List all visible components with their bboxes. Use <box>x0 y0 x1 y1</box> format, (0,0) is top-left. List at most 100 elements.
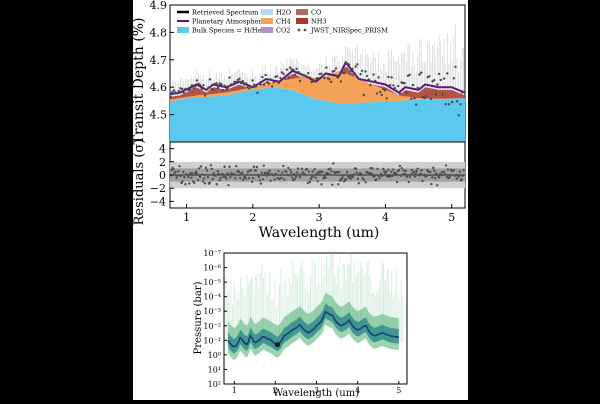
data-point <box>446 72 449 75</box>
data-point <box>207 86 210 90</box>
residual-point <box>310 176 313 179</box>
residual-point <box>191 171 194 175</box>
data-point <box>382 87 385 91</box>
residual-point <box>445 176 449 179</box>
residual-point <box>305 167 309 171</box>
residual-point <box>230 172 233 175</box>
residual-point <box>322 177 325 180</box>
data-point <box>284 77 287 80</box>
xtick-label: 5 <box>448 211 455 224</box>
data-point <box>395 89 398 92</box>
data-point <box>292 68 295 71</box>
data-point <box>249 85 253 88</box>
data-point <box>270 85 274 88</box>
residual-point <box>368 171 371 175</box>
contribution-peak-marker <box>274 342 280 348</box>
residual-point <box>276 176 279 180</box>
residual-point <box>225 177 228 180</box>
data-point <box>364 70 367 73</box>
residual-point <box>199 165 203 168</box>
residual-point <box>321 170 324 174</box>
data-point <box>403 81 406 85</box>
ytick-label: 4.7 <box>150 54 168 67</box>
residual-point <box>448 174 452 178</box>
residual-point <box>390 174 394 178</box>
residual-point <box>420 169 423 172</box>
residual-point <box>429 170 432 173</box>
data-point <box>405 91 408 94</box>
data-point <box>433 78 436 82</box>
residual-point <box>176 174 179 177</box>
xtick-label: 3 <box>316 211 323 224</box>
residual-point <box>293 177 297 180</box>
ytick-label: 4 <box>159 143 166 156</box>
data-point <box>429 97 433 101</box>
residual-point <box>402 169 406 172</box>
residual-point <box>357 182 361 185</box>
residual-point <box>351 175 355 179</box>
ytick-label: 0 <box>159 169 166 182</box>
residual-point <box>342 180 346 183</box>
residual-point <box>359 172 362 175</box>
residual-point <box>218 178 221 182</box>
data-point <box>220 82 223 86</box>
data-point <box>362 93 366 97</box>
ytick-label: 10⁻⁷ <box>203 249 221 258</box>
residual-point <box>330 170 333 173</box>
data-point <box>329 80 333 84</box>
residual-point <box>245 173 249 176</box>
residual-point <box>210 167 214 171</box>
residual-point <box>317 170 320 174</box>
residual-point <box>288 174 291 177</box>
residual-point <box>369 166 372 170</box>
residual-point <box>298 175 302 179</box>
xtick-label: 1 <box>232 386 237 395</box>
residuals-ylabel: Residuals (σ) <box>133 139 147 226</box>
data-point <box>198 83 202 87</box>
residual-point <box>289 171 293 174</box>
residual-point <box>331 183 334 186</box>
residual-point <box>202 177 206 180</box>
ytick-label: 4.8 <box>150 26 168 39</box>
data-point <box>436 83 439 86</box>
residual-point <box>307 170 311 173</box>
residual-point <box>214 174 217 177</box>
residual-point <box>282 164 285 168</box>
legend-h2o-label: H2O <box>276 9 291 17</box>
data-point <box>194 85 197 88</box>
ytick-label: 4.6 <box>150 81 168 94</box>
residual-point <box>386 175 389 178</box>
residual-point <box>327 168 330 171</box>
residual-point <box>257 175 261 179</box>
residual-point <box>192 181 196 185</box>
data-point <box>380 93 384 97</box>
data-point <box>444 102 447 106</box>
data-point <box>221 88 225 92</box>
residual-point <box>291 178 295 182</box>
contribution-panel: 10⁻⁷ 10⁻⁶ 10⁻⁵ 10⁻⁴ 10⁻³ 10⁻² 10⁻¹ 10⁰ 10¹ 10² 1 2… <box>193 249 408 399</box>
residual-point <box>404 169 408 173</box>
data-point <box>334 67 338 70</box>
residual-point <box>356 177 360 181</box>
data-point <box>452 77 456 80</box>
residual-point <box>238 171 241 174</box>
data-point <box>279 76 282 80</box>
residual-point <box>283 178 286 181</box>
data-point <box>392 84 395 87</box>
data-point <box>431 80 434 83</box>
residuals-xlabel: Wavelength (um) <box>259 225 380 241</box>
data-point <box>280 71 284 74</box>
residual-point <box>280 176 283 180</box>
residual-point <box>377 174 380 177</box>
data-point <box>338 74 341 77</box>
residual-point <box>462 168 465 172</box>
residual-point <box>397 168 401 172</box>
residual-point <box>421 179 424 183</box>
data-point <box>171 90 174 94</box>
residual-point <box>254 169 258 172</box>
residual-point <box>259 182 263 185</box>
data-point <box>248 87 251 90</box>
residual-point <box>175 176 178 180</box>
data-point <box>459 102 462 106</box>
data-point <box>365 74 369 78</box>
